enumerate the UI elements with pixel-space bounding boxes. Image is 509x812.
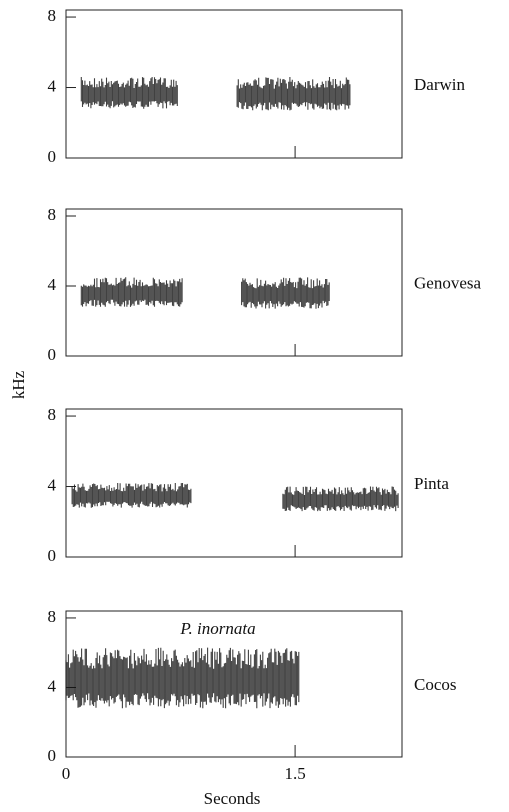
panel-label: Genovesa	[414, 273, 481, 292]
panel-frame	[65, 208, 403, 357]
y-tick-label: 0	[48, 147, 57, 166]
x-axis-label: Seconds	[204, 789, 261, 808]
syllable	[282, 486, 399, 512]
syllable-texture	[80, 77, 178, 109]
syllable-texture	[282, 486, 399, 512]
syllable-texture	[241, 277, 330, 309]
panel-label: Cocos	[414, 675, 457, 694]
syllable-texture	[71, 483, 192, 508]
syllable	[236, 77, 351, 111]
syllable	[241, 277, 330, 309]
syllable-texture	[80, 277, 183, 307]
y-axis-label: kHz	[9, 370, 28, 399]
x-tick-label: 1.5	[284, 764, 305, 783]
syllable-texture	[236, 77, 351, 111]
syllable	[80, 277, 183, 307]
syllable	[71, 483, 192, 508]
y-tick-label: 4	[48, 475, 57, 494]
panel-label: Pinta	[414, 474, 449, 493]
y-tick-label: 4	[48, 76, 57, 95]
y-tick-label: 0	[48, 546, 57, 565]
panel-frame	[65, 9, 403, 159]
syllable	[65, 647, 300, 709]
y-tick-label: 8	[48, 405, 57, 424]
annotation: P. inornata	[179, 619, 255, 638]
y-tick-label: 8	[48, 205, 57, 224]
y-tick-label: 0	[48, 746, 57, 765]
y-tick-label: 4	[48, 676, 57, 695]
panel-frame	[65, 408, 403, 558]
y-tick-label: 0	[48, 345, 57, 364]
panel-label: Darwin	[414, 75, 465, 94]
y-tick-label: 8	[48, 607, 57, 626]
syllable-texture	[65, 647, 300, 709]
syllable	[80, 77, 178, 109]
x-tick-label: 0	[62, 764, 71, 783]
y-tick-label: 8	[48, 6, 57, 25]
y-tick-label: 4	[48, 275, 57, 294]
